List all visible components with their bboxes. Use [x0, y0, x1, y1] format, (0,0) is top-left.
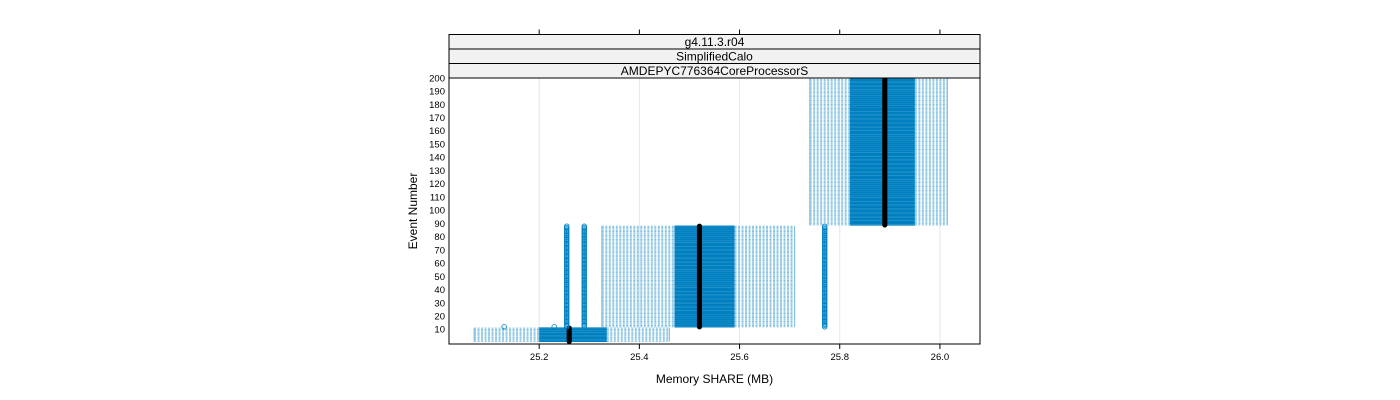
- y-tick-label: 200: [429, 73, 445, 84]
- y-tick-label: 180: [429, 100, 445, 111]
- x-tick-label: 25.8: [830, 352, 849, 363]
- grid-lines: [538, 78, 941, 344]
- data-marks: [473, 75, 948, 344]
- y-tick-label: 100: [429, 206, 445, 217]
- y-tick-label: 170: [429, 113, 445, 124]
- x-tick-label: 26.0: [931, 352, 950, 363]
- y-axis-label: Event Number: [406, 173, 420, 250]
- x-axis-label: Memory SHARE (MB): [656, 372, 773, 386]
- y-tick-label: 190: [429, 87, 445, 98]
- x-tick-label: 25.6: [730, 352, 749, 363]
- y-tick-label: 50: [434, 272, 445, 283]
- y-tick-label: 20: [434, 312, 445, 323]
- strip-label: SimplifiedCalo: [676, 50, 753, 64]
- y-tick-label: 130: [429, 166, 445, 177]
- y-tick-label: 160: [429, 126, 445, 137]
- x-tick-label: 25.2: [530, 352, 549, 363]
- strip-headers: g4.11.3.r04SimplifiedCaloAMDEPYC776364Co…: [448, 34, 981, 79]
- median-dot: [696, 223, 703, 229]
- y-tick-label: 80: [434, 232, 445, 243]
- y-tick-label: 70: [434, 245, 445, 256]
- y-tick-label: 60: [434, 259, 445, 270]
- x-tick-label: 25.4: [630, 352, 649, 363]
- outlier-point: [581, 223, 587, 229]
- y-tick-label: 150: [429, 139, 445, 150]
- y-tick-label: 30: [434, 298, 445, 309]
- outlier-point: [501, 324, 507, 330]
- y-tick-label: 10: [434, 325, 445, 336]
- y-tick-label: 40: [434, 285, 445, 296]
- y-tick-label: 90: [434, 219, 445, 230]
- axes: 25.2 25.4 25.6 25.8 26.0 10 20 30 40 50 60 70 80 90 10…: [429, 29, 950, 363]
- outlier-point: [551, 324, 557, 330]
- y-tick-label: 140: [429, 153, 445, 164]
- strip-label: AMDEPYC776364CoreProcessorS: [621, 64, 808, 78]
- strip-box: [448, 63, 981, 79]
- y-tick-label: 110: [430, 192, 445, 203]
- outlier-point: [564, 223, 570, 229]
- strip-label: g4.11.3.r04: [685, 35, 745, 49]
- y-tick-label: 120: [429, 179, 445, 190]
- median-dot: [566, 325, 572, 331]
